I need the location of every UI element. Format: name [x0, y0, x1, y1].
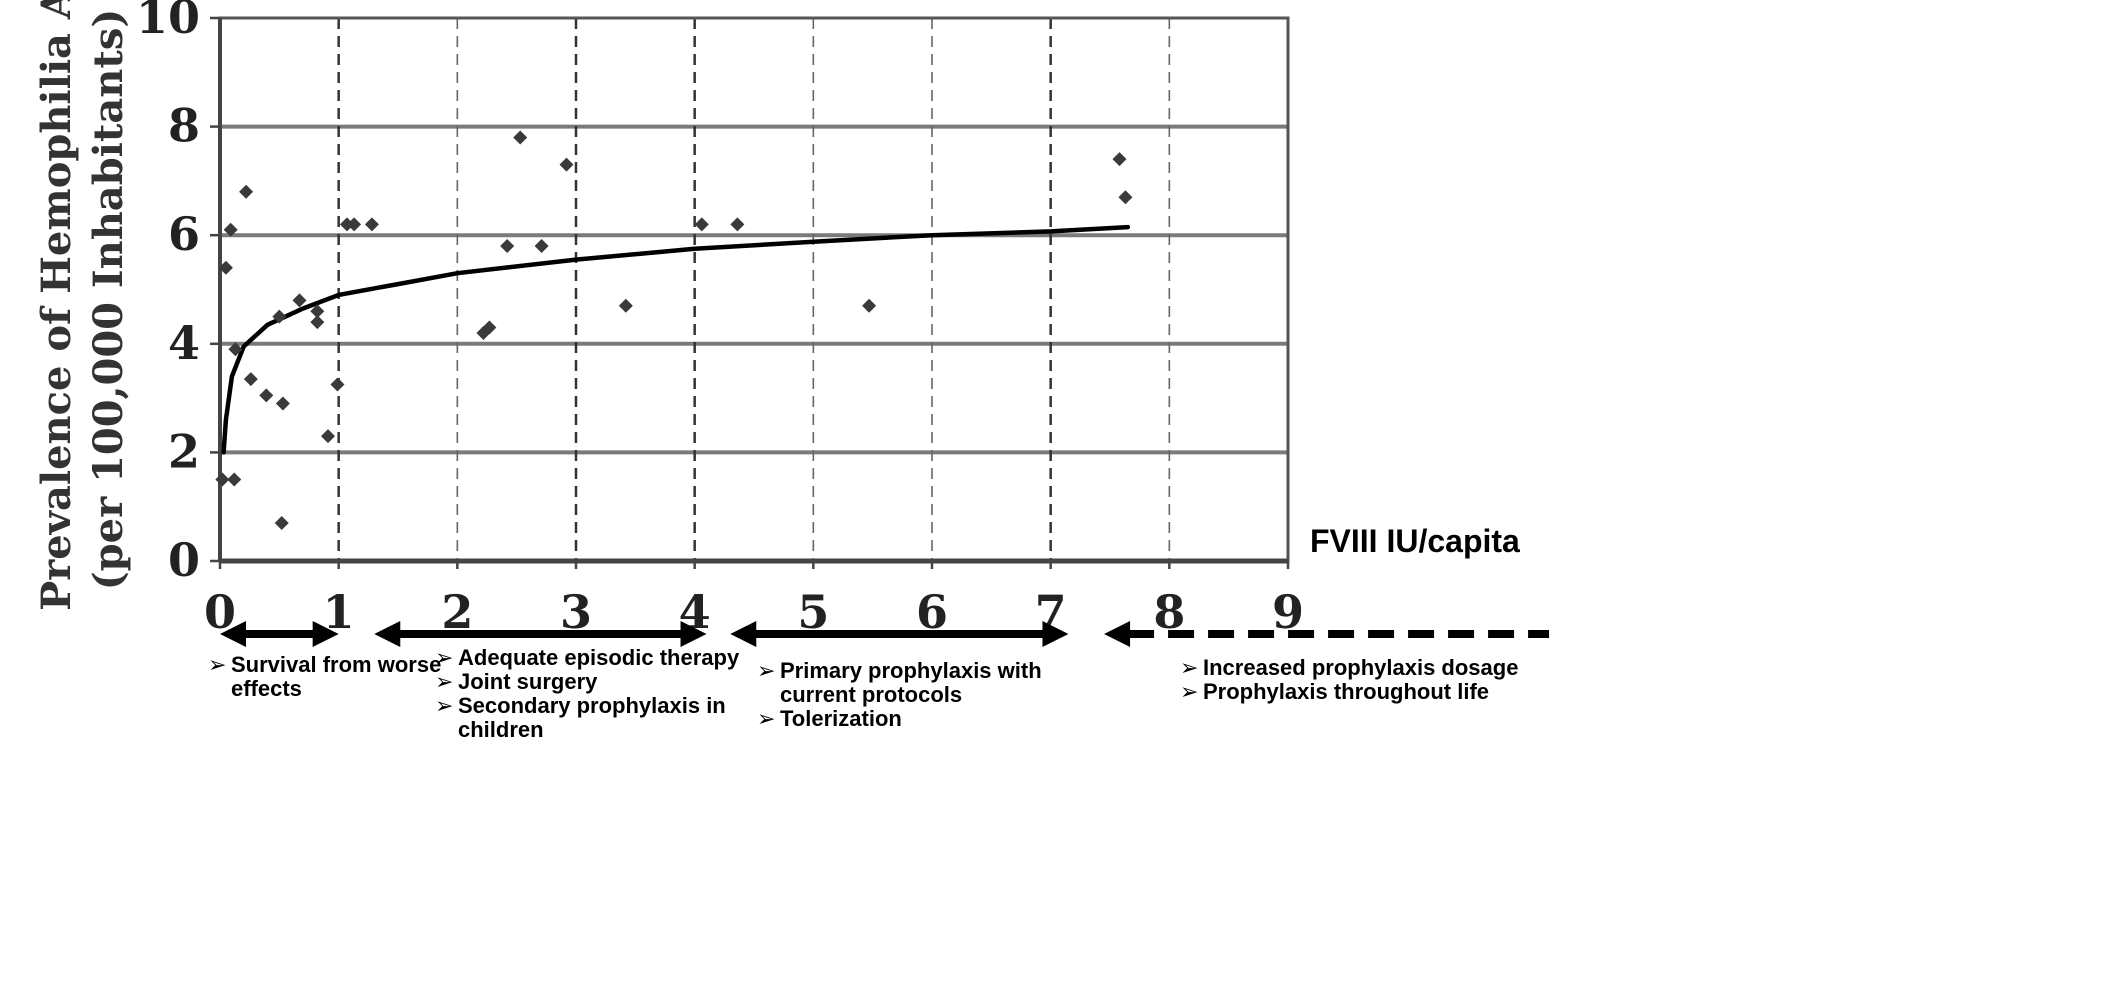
y-tick-labels: 0 2 4 6 8 10 [136, 0, 200, 587]
data-point [559, 157, 574, 172]
phase-group: ➢ Increased prophylaxis dosage➢ Prophylaxi… [1104, 621, 1550, 705]
data-point [310, 304, 325, 319]
bullet-glyph: ➢ [1180, 680, 1198, 705]
phase-bullet-text: current protocols [780, 682, 962, 707]
data-point [339, 217, 354, 232]
data-point [364, 217, 379, 232]
data-point [320, 429, 335, 444]
bullet-glyph: ➢ [435, 646, 453, 671]
data-point [347, 217, 362, 232]
data-point [292, 293, 307, 308]
data-point [1118, 190, 1133, 205]
phase-bullet-text: Joint surgery [458, 669, 598, 694]
data-point [618, 298, 633, 313]
bullet-glyph: ➢ [208, 653, 226, 678]
data-point [259, 388, 274, 403]
data-point [228, 342, 243, 357]
plot-frame [210, 16, 1290, 569]
phase-bullet-text: Secondary prophylaxis in [458, 693, 726, 718]
phase-arrowhead-right [312, 621, 339, 647]
data-point [275, 396, 290, 411]
y-tick-label: 6 [168, 207, 200, 261]
y-tick-label: 4 [168, 316, 200, 370]
bullet-glyph: ➢ [757, 707, 775, 732]
phase-arrowhead-right [1042, 621, 1069, 647]
data-point [862, 298, 877, 313]
y-tick-label: 10 [136, 0, 200, 44]
phase-arrowhead-right [680, 621, 707, 647]
y-tick-label: 8 [168, 99, 200, 153]
x-axis-label: FVIII IU/capita [1310, 523, 1520, 559]
data-point [223, 222, 238, 237]
data-point [243, 372, 258, 387]
data-point [534, 239, 549, 254]
phase-bullet-text: Increased prophylaxis dosage [1203, 655, 1518, 680]
phase-bullet-text: Adequate episodic therapy [458, 645, 740, 670]
data-point [730, 217, 745, 232]
phase-arrowhead-left [730, 621, 757, 647]
phase-arrowhead-left [1104, 621, 1131, 647]
data-point [272, 309, 287, 324]
data-point [694, 217, 709, 232]
phase-group: ➢ Adequate episodic therapy➢ Joint surgery… [374, 621, 740, 742]
bullet-glyph: ➢ [757, 659, 775, 684]
y-axis-label-line: Prevalence of Hemophilia A [33, 0, 80, 611]
phase-arrowhead-left [220, 621, 246, 647]
phase-bullet-text: Tolerization [780, 706, 902, 731]
data-point [310, 315, 325, 330]
y-axis-label-line: (per 100,000 Inhabitants) [85, 9, 132, 591]
phase-bullet-text: children [458, 717, 544, 742]
phase-bullet-text: Prophylaxis throughout life [1203, 679, 1489, 704]
data-point [227, 472, 242, 487]
data-point [330, 377, 345, 392]
data-point [513, 130, 528, 145]
y-tick-label: 2 [168, 424, 200, 478]
scatter-points [215, 130, 1133, 530]
y-tick-label: 0 [168, 533, 200, 587]
phase-bullet-text: Survival from worse [231, 652, 441, 677]
data-point [215, 472, 230, 487]
fit-curve-group [221, 224, 1131, 455]
bullet-glyph: ➢ [435, 670, 453, 695]
data-point [1112, 152, 1127, 167]
data-point [482, 320, 497, 335]
y-axis-label: Prevalence of Hemophilia A (per 100,000 I… [33, 0, 132, 611]
phase-bullet-text: Primary prophylaxis with [780, 658, 1042, 683]
bullet-glyph: ➢ [435, 694, 453, 719]
phase-arrowhead-left [374, 621, 401, 647]
data-point [218, 260, 233, 275]
data-point [500, 239, 515, 254]
data-point [239, 184, 254, 199]
data-point [274, 515, 289, 530]
phase-bullet-text: effects [231, 676, 302, 701]
fit-curve [221, 224, 1131, 455]
bullet-glyph: ➢ [1180, 656, 1198, 681]
